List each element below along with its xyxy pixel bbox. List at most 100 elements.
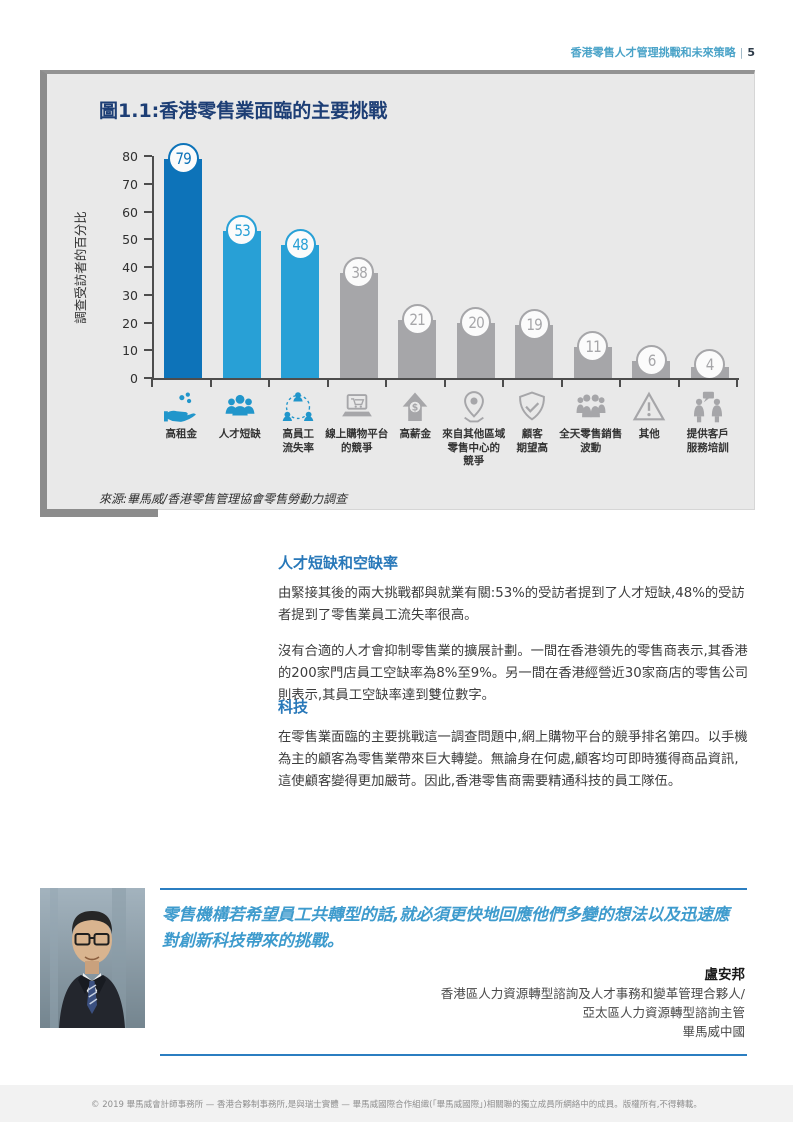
category-cell: 顧客 期望高 (503, 390, 562, 469)
x-axis-line (151, 378, 739, 380)
y-tick (144, 349, 152, 352)
value-badge: 48 (284, 228, 316, 260)
x-tick (502, 380, 504, 387)
category-cell: 人才短缺 (211, 390, 270, 469)
section-talent-shortage: 人才短缺和空缺率 由緊接其後的兩大挑戰都與就業有關:53%的受訪者提到了人才短缺… (278, 552, 750, 721)
y-tick-label: 60 (122, 204, 138, 220)
category-cell: $ 高薪金 (386, 390, 445, 469)
x-tick (209, 380, 212, 387)
chart-bar-高租金 (164, 158, 203, 378)
category-label: 其他 (638, 428, 660, 440)
talent-people-icon (211, 390, 270, 424)
chart-bar-線上購物平台的競爭 (339, 272, 378, 378)
y-tick-label: 30 (122, 287, 138, 303)
x-tick (443, 380, 446, 387)
y-tick (144, 238, 152, 241)
chart-title: 圖1.1:香港零售業面臨的主要挑戰 (99, 100, 388, 122)
chart-plot: 調查受訪者的百分比 0 10 20 30 40 50 60 70 80 79 53 48 38 21 20 1… (73, 142, 739, 386)
x-tick (619, 380, 621, 387)
y-tick (144, 210, 152, 213)
x-tick (385, 380, 387, 387)
y-tick-label: 80 (122, 149, 138, 164)
quote-text: 零售機構若希望員工共轉型的話,就必須更快地回應他們多變的想法以及迅速應對創新科技… (162, 905, 730, 950)
category-label: 高員工 流失率 (282, 428, 315, 454)
y-tick-label: 20 (122, 315, 138, 331)
section-heading: 科技 (278, 698, 309, 716)
quote-author: 盧安邦 (704, 967, 746, 984)
page-footer: © 2019 畢馬威會計師事務所 — 香港合夥制事務所,是與瑞士實體 — 畢馬威… (0, 1085, 793, 1122)
value-badge: 20 (460, 306, 492, 338)
x-tick (560, 380, 563, 387)
quote-author-title: 香港區人力資源轉型諮詢及人才事務和變革管理合夥人/ (440, 986, 745, 1002)
section-heading: 人才短缺和空缺率 (278, 554, 399, 572)
y-tick-label: 70 (122, 176, 138, 192)
value-badge: 19 (518, 309, 550, 341)
y-tick (144, 377, 152, 379)
x-tick (151, 380, 153, 387)
category-label: 人才短缺 (218, 428, 261, 440)
svg-text:$: $ (412, 402, 419, 413)
quote-author-title: 亞太區人力資源轉型諮詢主管 (582, 1005, 745, 1021)
y-axis-label: 調查受訪者的百分比 (72, 210, 88, 324)
chart-bar-高員工流失率 (281, 244, 320, 378)
category-label: 高租金 (165, 428, 198, 440)
section-technology: 科技 在零售業面臨的主要挑戰這一調查問題中,網上購物平台的競爭排名第四。以手機為… (278, 696, 750, 807)
category-cell: 其他 (620, 390, 679, 469)
y-tick-label: 50 (122, 232, 138, 248)
pull-quote: 零售機構若希望員工共轉型的話,就必須更快地回應他們多變的想法以及迅速應對創新科技… (160, 888, 747, 1056)
x-tick (736, 380, 738, 387)
copyright-text: © 2019 畢馬威會計師事務所 — 香港合夥制事務所,是與瑞士實體 — 畢馬威… (91, 1099, 702, 1110)
chart-corner-accent (40, 509, 158, 517)
online-shopping-icon (328, 390, 387, 424)
category-label: 全天零售銷售 波動 (559, 428, 623, 454)
category-label: 線上購物平台 的競爭 (325, 428, 389, 454)
y-tick-label: 0 (130, 371, 138, 386)
section-paragraph: 在零售業面臨的主要挑戰這一調查問題中,網上購物平台的競爭排名第四。以手機為主的顧… (278, 730, 748, 789)
y-tick (144, 321, 152, 324)
category-label: 顧客 期望高 (516, 428, 549, 454)
category-cell: 提供客戶 服務培訓 (679, 390, 738, 469)
shield-check-icon (503, 390, 562, 424)
category-cell: 線上購物平台 的競爭 (325, 390, 388, 469)
value-badge: 79 (167, 142, 199, 174)
x-tick (677, 380, 680, 387)
value-badge: 21 (401, 303, 433, 335)
x-tick (268, 380, 270, 387)
staff-turnover-icon (269, 390, 328, 424)
category-cell: 高租金 (152, 390, 211, 469)
portrait-photo (40, 888, 145, 1028)
salary-arrow-icon: $ (386, 390, 445, 424)
value-badge: 6 (635, 345, 667, 377)
category-axis: 高租金 人才短缺 高員工 流失率 線上購物平台 的競爭 $ 高薪金 來自其他區域 零售中心的… (152, 390, 737, 469)
value-badge: 53 (226, 214, 258, 246)
y-tick (144, 155, 152, 157)
chart-source: 來源:畢馬威/香港零售管理協會零售勞動力調查 (99, 492, 348, 506)
category-cell: 全天零售銷售 波動 (559, 390, 622, 469)
figure-1-1-chart: 圖1.1:香港零售業面臨的主要挑戰 調查受訪者的百分比 0 10 20 30 40 50 6… (40, 70, 755, 517)
category-cell: 高員工 流失率 (269, 390, 328, 469)
y-tick (144, 266, 152, 268)
category-label: 來自其他區域 零售中心的 競爭 (442, 428, 506, 468)
y-tick (144, 182, 152, 185)
value-badge: 11 (577, 331, 609, 363)
warning-triangle-icon (620, 390, 679, 424)
category-label: 提供客戶 服務培訓 (686, 428, 729, 454)
section-paragraph: 由緊接其後的兩大挑戰都與就業有關:53%的受訪者提到了人才短缺,48%的受訪者提… (278, 586, 745, 623)
header-divider: | (739, 46, 744, 59)
y-tick-label: 10 (122, 343, 138, 359)
service-training-icon (679, 390, 738, 424)
x-tick (326, 380, 329, 387)
rent-coins-hand-icon (152, 390, 211, 424)
value-badge: 38 (343, 256, 375, 288)
sales-crowd-icon (562, 390, 621, 424)
section-paragraph: 沒有合適的人才會抑制零售業的擴展計劃。一間在香港領先的零售商表示,其香港的200… (278, 643, 749, 703)
page-number: 5 (747, 46, 755, 59)
y-tick (144, 293, 152, 296)
header-title: 香港零售人才管理挑戰和未來策略 (570, 46, 736, 59)
chart-bar-人才短缺 (222, 230, 261, 378)
category-label: 高薪金 (399, 428, 432, 440)
category-cell: 來自其他區域 零售中心的 競爭 (442, 390, 505, 469)
quote-author-company: 畢馬威中國 (682, 1023, 745, 1039)
y-tick-label: 40 (122, 260, 138, 275)
